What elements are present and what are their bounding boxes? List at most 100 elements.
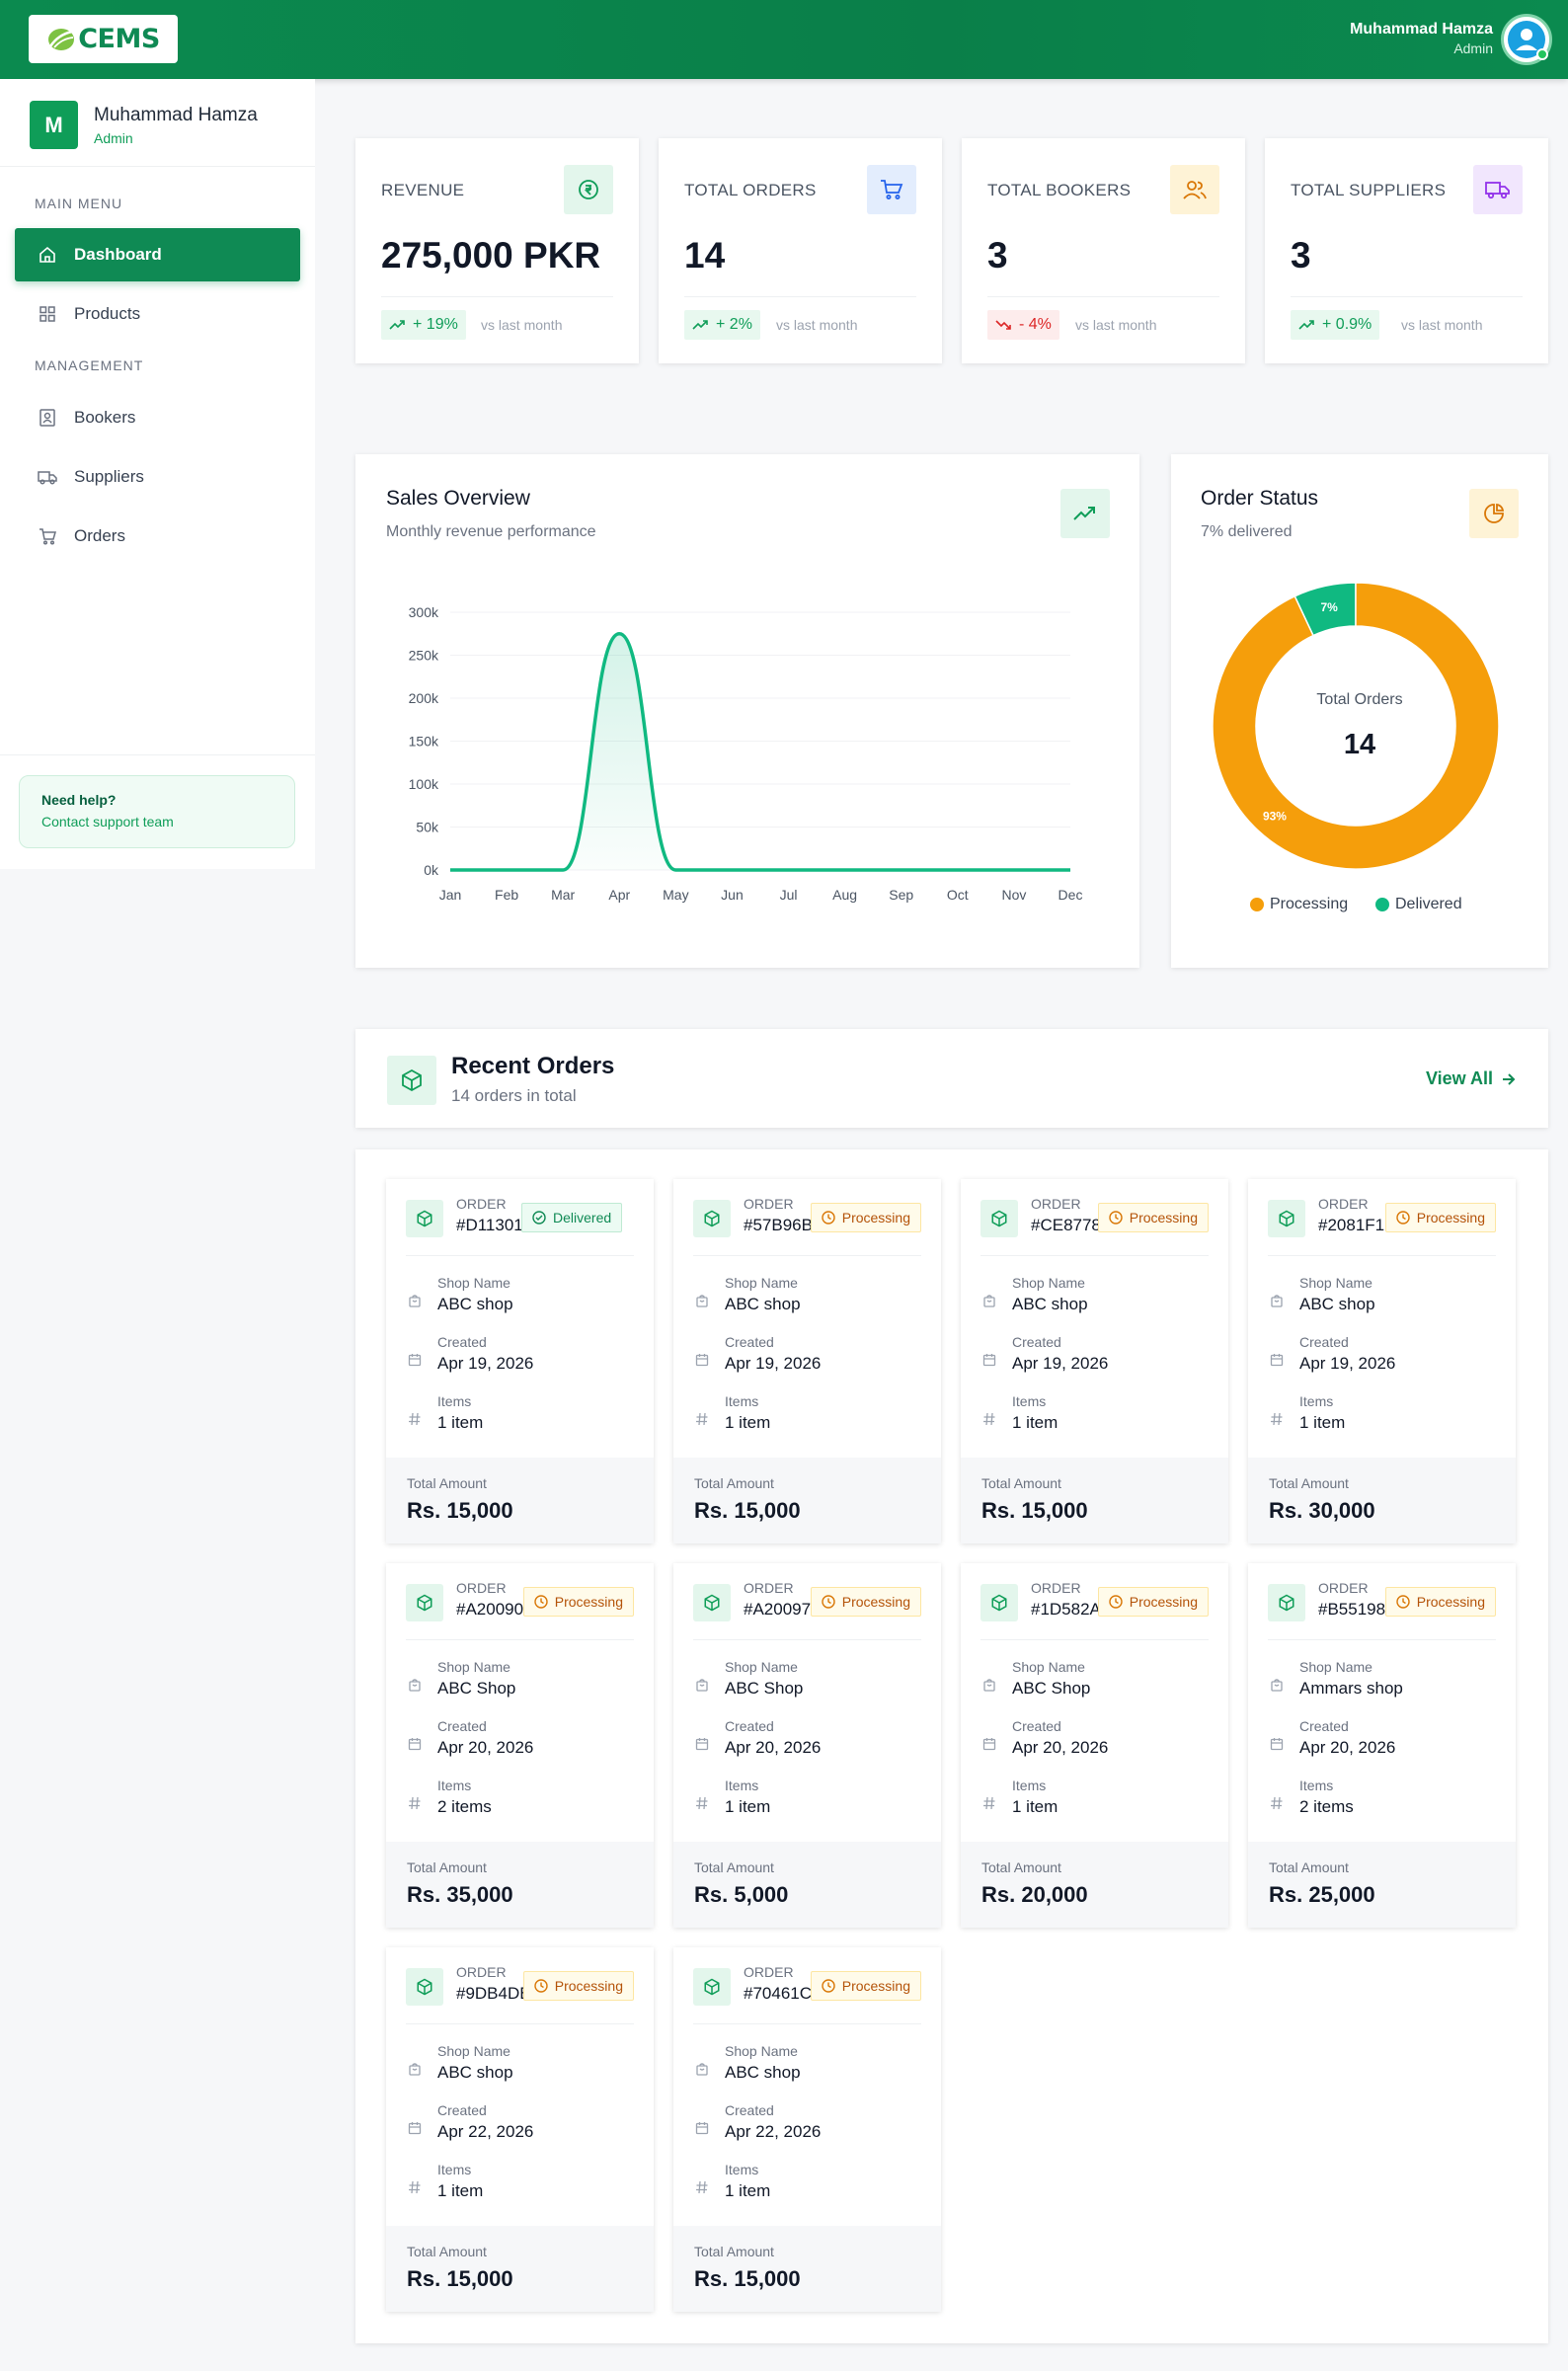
order-total: Total Amount Rs. 30,000 <box>1248 1458 1516 1543</box>
created-date: Apr 19, 2026 <box>1012 1354 1109 1373</box>
stat-value: 3 <box>987 235 1008 276</box>
order-id: #CE8778 <box>1031 1216 1101 1234</box>
created-row: Created Apr 22, 2026 <box>406 2102 533 2142</box>
items-count: 1 item <box>1012 1797 1058 1816</box>
order-card[interactable]: ORDER #1D582A Processing Shop Name ABC Shop C… <box>961 1563 1228 1928</box>
sidebar-user: M Muhammad Hamza Admin <box>30 101 258 149</box>
package-icon <box>1268 1200 1305 1237</box>
order-card[interactable]: ORDER #2081F1 Processing Shop Name ABC shop C… <box>1248 1179 1516 1543</box>
package-icon <box>406 1968 443 2006</box>
stat-change: + 19% <box>381 310 466 340</box>
sidebar-item-products[interactable]: Products <box>15 287 300 341</box>
created-label: Created <box>437 2102 487 2118</box>
user-avatar-icon <box>1508 21 1545 58</box>
order-card[interactable]: ORDER #B55198 Processing Shop Name Ammars sh… <box>1248 1563 1516 1928</box>
total-label: Total Amount <box>407 2244 487 2259</box>
view-all-button[interactable]: View All <box>1426 1068 1517 1089</box>
panel-title: Order Status <box>1201 487 1319 510</box>
order-card[interactable]: ORDER #A20090 Processing Shop Name ABC Shop C… <box>386 1563 654 1928</box>
sidebar-item-suppliers[interactable]: Suppliers <box>15 450 300 504</box>
order-label: ORDER <box>744 1964 794 1980</box>
trend-up-icon <box>1060 489 1110 538</box>
users-icon <box>1170 165 1219 214</box>
calendar-icon <box>1268 1351 1286 1369</box>
donut-center-label: Total Orders <box>1316 691 1403 708</box>
legend-processing: Processing <box>1250 896 1348 913</box>
package-icon <box>693 1968 731 2006</box>
stat-card-total-orders: TOTAL ORDERS 14 + 2% vs last month <box>659 138 942 363</box>
created-label: Created <box>1299 1334 1349 1350</box>
donut-center-value: 14 <box>1343 729 1376 760</box>
order-id: #2081F1 <box>1318 1216 1385 1234</box>
divider <box>987 296 1219 297</box>
divider <box>980 1639 1209 1640</box>
clock-icon <box>1109 1211 1123 1225</box>
shop-bag-icon <box>693 1292 711 1309</box>
order-card[interactable]: ORDER #D11301 Delivered Shop Name ABC shop Cr… <box>386 1179 654 1543</box>
items-count: 1 item <box>725 1413 771 1432</box>
check-circle-icon <box>532 1211 546 1225</box>
shop-label: Shop Name <box>1012 1659 1085 1675</box>
contact-support-link[interactable]: Contact support team <box>41 814 174 830</box>
app-logo[interactable]: CEMS <box>29 15 178 63</box>
sidebar-item-label: Orders <box>74 526 125 545</box>
package-icon <box>1268 1584 1305 1621</box>
hash-icon <box>1268 1794 1286 1812</box>
total-amount: Rs. 30,000 <box>1269 1498 1375 1523</box>
shop-bag-icon <box>1268 1292 1286 1309</box>
header-user[interactable]: Muhammad Hamza Admin <box>1350 21 1493 56</box>
shop-name: ABC Shop <box>1012 1679 1091 1698</box>
header-avatar[interactable] <box>1501 14 1552 65</box>
x-tick-label: May <box>663 887 688 903</box>
total-amount: Rs. 15,000 <box>694 2266 801 2291</box>
total-label: Total Amount <box>407 1859 487 1875</box>
order-card[interactable]: ORDER #9DB4DB Processing Shop Name ABC shop C… <box>386 1947 654 2312</box>
clock-icon <box>822 1979 835 1993</box>
total-amount: Rs. 15,000 <box>981 1498 1088 1523</box>
items-row: Items 2 items <box>1268 1778 1354 1817</box>
shop-name: ABC Shop <box>725 1679 804 1698</box>
items-label: Items <box>437 1778 472 1793</box>
order-card[interactable]: ORDER #70461C Processing Shop Name ABC shop C… <box>673 1947 941 2312</box>
divider <box>406 1639 634 1640</box>
shop-name: ABC shop <box>1299 1295 1375 1313</box>
items-count: 1 item <box>437 1413 484 1432</box>
order-label: ORDER <box>456 1196 507 1212</box>
x-tick-label: Nov <box>1001 887 1026 903</box>
order-card[interactable]: ORDER #CE8778 Processing Shop Name ABC shop C… <box>961 1179 1228 1543</box>
stat-vs-label: vs last month <box>1401 317 1483 333</box>
order-card[interactable]: ORDER #A20097 Processing Shop Name ABC Shop C… <box>673 1563 941 1928</box>
created-date: Apr 20, 2026 <box>1012 1738 1109 1757</box>
sidebar-item-bookers[interactable]: Bookers <box>15 391 300 444</box>
created-date: Apr 20, 2026 <box>725 1738 822 1757</box>
divider <box>0 754 315 755</box>
stat-label: REVENUE <box>381 181 465 199</box>
total-amount: Rs. 5,000 <box>694 1882 789 1907</box>
order-card[interactable]: ORDER #57B96B Processing Shop Name ABC shop C… <box>673 1179 941 1543</box>
items-row: Items 1 item <box>693 1778 770 1817</box>
package-icon <box>387 1056 436 1105</box>
items-row: Items 1 item <box>1268 1393 1345 1433</box>
order-status-panel: Order Status 7% delivered 7% 93% Total Or… <box>1171 454 1548 968</box>
sidebar-item-dashboard[interactable]: Dashboard <box>15 228 300 281</box>
stat-value: 275,000 PKR <box>381 235 601 276</box>
hash-icon <box>406 1794 424 1812</box>
status-badge: Processing <box>1384 1587 1496 1617</box>
header-user-role: Admin <box>1453 40 1493 56</box>
created-date: Apr 19, 2026 <box>725 1354 822 1373</box>
calendar-icon <box>980 1351 998 1369</box>
shop-row: Shop Name Ammars shop <box>1268 1659 1403 1699</box>
stat-card-revenue: REVENUE 275,000 PKR + 19% vs last month <box>355 138 639 363</box>
status-label: Processing <box>1416 1210 1485 1225</box>
header-user-name: Muhammad Hamza <box>1350 21 1493 38</box>
sidebar-item-orders[interactable]: Orders <box>15 510 300 563</box>
sidebar-item-label: Suppliers <box>74 467 144 486</box>
sales-overview-panel: Sales Overview Monthly revenue performan… <box>355 454 1139 968</box>
order-total: Total Amount Rs. 35,000 <box>386 1842 654 1928</box>
status-badge: Delivered <box>521 1203 623 1232</box>
package-icon <box>406 1200 443 1237</box>
trend-up-icon <box>692 320 708 330</box>
shop-row: Shop Name ABC shop <box>406 2043 513 2083</box>
total-amount: Rs. 20,000 <box>981 1882 1088 1907</box>
help-card[interactable]: Need help? Contact support team <box>19 775 295 848</box>
